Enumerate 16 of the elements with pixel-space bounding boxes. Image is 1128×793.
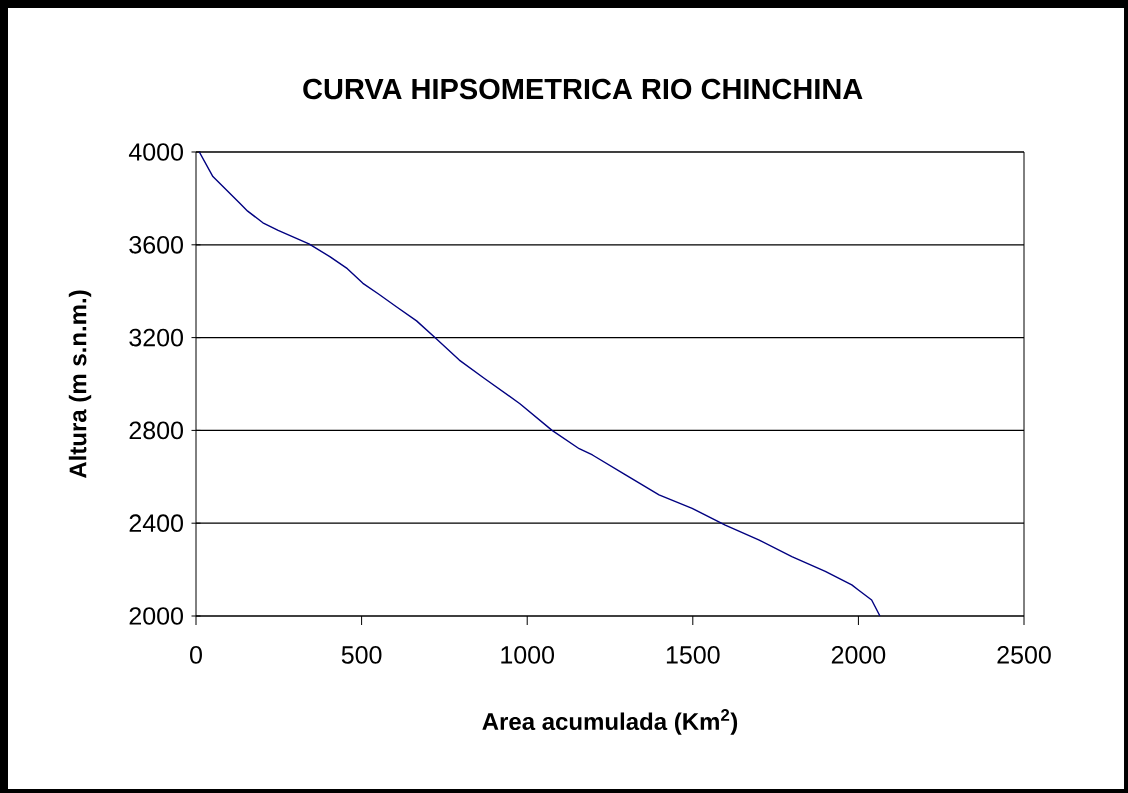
- y-tick-label: 2000: [129, 607, 183, 625]
- y-tick-label: 3600: [129, 235, 183, 254]
- x-axis-title: Area acumulada (Km$^{2}$): [482, 709, 738, 735]
- y-tick-label: 2800: [129, 421, 183, 440]
- x-tick-label: 0: [190, 646, 202, 664]
- y-tick-label: 3200: [129, 328, 183, 347]
- x-tick-label: 1000: [501, 646, 555, 664]
- x-tick-label: 500: [341, 646, 382, 664]
- chart-title: CURVA HIPSOMETRICA RIO CHINCHINA: [303, 78, 863, 100]
- x-tick-label: 1500: [666, 646, 720, 664]
- y-tick-label: 2400: [129, 514, 183, 533]
- y-axis-title: Altura (m s.n.m.): [68, 290, 92, 479]
- x-tick-label: 2000: [831, 646, 886, 664]
- line-series: [198, 152, 881, 616]
- y-tick-label: 4000: [128, 143, 183, 161]
- x-tick-label: 2500: [997, 646, 1051, 664]
